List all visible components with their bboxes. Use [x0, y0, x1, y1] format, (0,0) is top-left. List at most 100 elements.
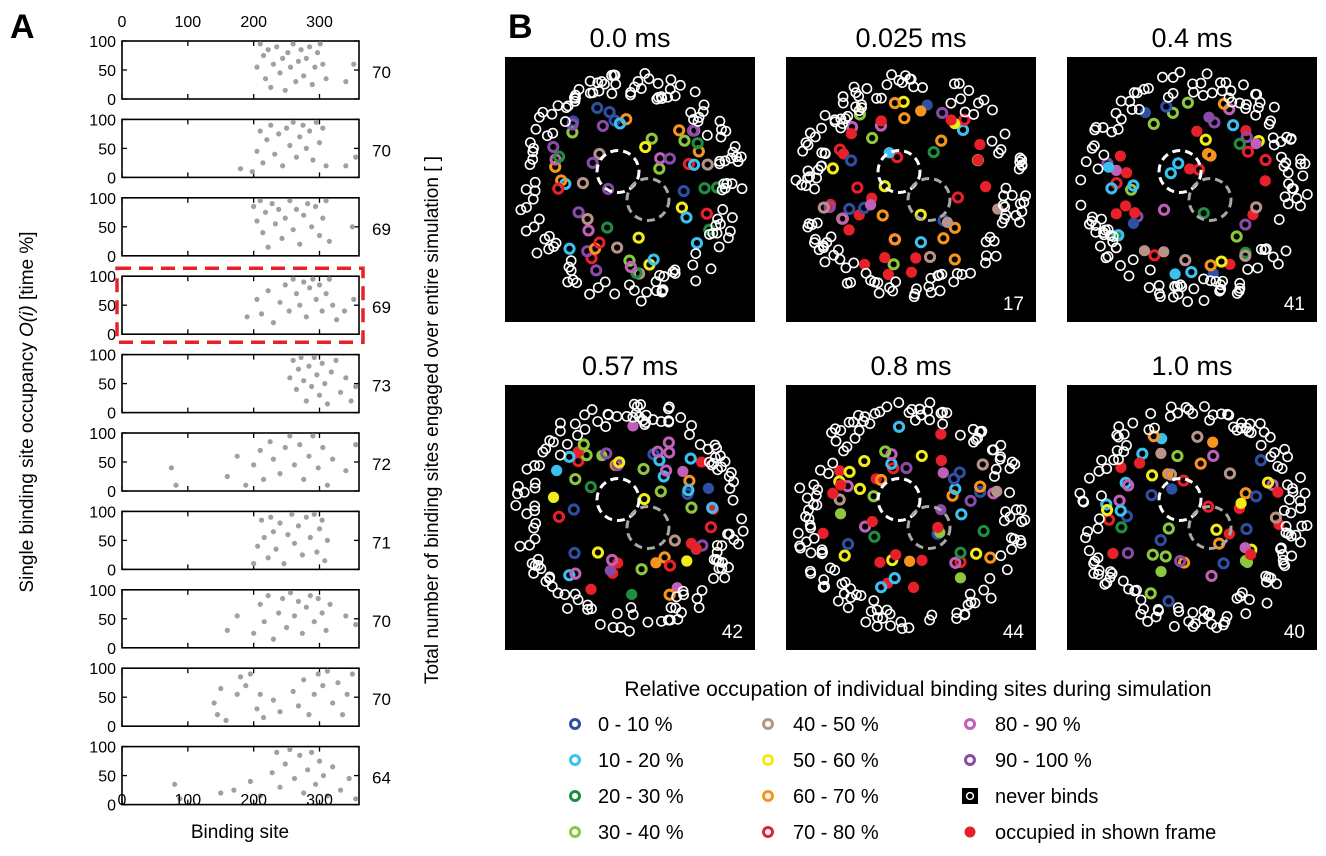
never-binding-site	[893, 397, 905, 408]
data-point	[307, 534, 313, 541]
never-binding-site	[994, 453, 1006, 465]
legend-item-4: 40 - 50 %	[762, 714, 879, 736]
binding-site	[684, 452, 697, 465]
data-point	[272, 151, 278, 157]
never-binding-site	[1138, 83, 1150, 95]
never-binding-site	[1195, 77, 1207, 89]
never-binding-site	[736, 513, 748, 525]
binding-site	[836, 212, 850, 225]
never-binding-site	[809, 233, 821, 245]
data-point	[290, 276, 296, 282]
never-binding-site	[1277, 554, 1289, 566]
legend-item-0: 0 - 10 %	[569, 714, 673, 736]
data-point	[307, 128, 313, 134]
data-point	[172, 781, 178, 787]
never-binding-site	[716, 540, 728, 552]
data-point	[324, 668, 330, 674]
never-binding-site	[559, 589, 571, 600]
data-point	[223, 717, 229, 724]
never-binding-site	[1143, 424, 1155, 436]
never-binding-site	[816, 122, 827, 134]
data-point	[260, 160, 266, 166]
never-binding-site	[1240, 103, 1251, 114]
data-point	[276, 206, 282, 212]
data-point	[314, 549, 320, 555]
binding-site	[584, 480, 597, 494]
never-binding-site	[1172, 280, 1183, 292]
data-point	[293, 206, 300, 212]
never-binding-site	[728, 476, 740, 488]
data-point	[234, 453, 240, 459]
data-point	[280, 55, 286, 62]
never-binding-site	[1294, 495, 1306, 507]
data-point	[287, 375, 293, 381]
occupied-site	[972, 154, 984, 166]
never-binding-site	[1221, 611, 1233, 622]
data-point	[341, 308, 348, 314]
binding-site	[1112, 229, 1125, 242]
subplot-3: 0 50 100 69	[89, 191, 391, 266]
data-point	[295, 366, 302, 372]
never-binding-site	[1260, 243, 1272, 255]
occupied-site	[547, 491, 560, 503]
data-point	[254, 148, 260, 154]
frame-time-label: 0.57 ms	[582, 351, 678, 381]
data-point	[303, 55, 309, 62]
never-binding-site	[639, 67, 651, 79]
never-binding-site	[690, 275, 702, 287]
never-binding-site	[554, 449, 566, 461]
never-binding-site	[808, 532, 820, 544]
never-binding-site	[510, 500, 522, 511]
binding-site	[675, 201, 689, 214]
never-binding-site	[544, 573, 555, 584]
total-sites-count: 70	[372, 141, 391, 160]
never-binding-site	[1275, 542, 1287, 554]
never-binding-site	[1113, 431, 1124, 443]
occupied-site	[817, 527, 829, 539]
legend: 0 - 10 % 10 - 20 % 20 - 30 % 30 - 40 % 40 - …	[569, 714, 1216, 844]
binding-site	[1239, 487, 1252, 500]
never-binding-site	[802, 172, 814, 184]
subplot-2: 0 50 100 70	[89, 112, 391, 187]
y-tick-label: 0	[107, 641, 116, 658]
total-sites-count: 69	[372, 220, 391, 239]
binding-site	[875, 473, 888, 487]
never-binding-site	[999, 201, 1011, 213]
never-binding-site	[717, 204, 729, 215]
data-point	[262, 209, 269, 215]
never-binding-site	[998, 515, 1010, 527]
occupied-site	[910, 252, 922, 264]
never-binding-site	[1014, 152, 1026, 164]
never-binding-site	[948, 78, 960, 90]
data-point	[260, 52, 267, 59]
binding-site	[1239, 249, 1252, 262]
never-binding-site	[1101, 463, 1113, 475]
never-binding-site	[569, 588, 581, 600]
binding-site	[1197, 207, 1210, 220]
data-point	[310, 433, 316, 439]
never-binding-site	[528, 522, 540, 534]
binding-site	[552, 510, 566, 523]
data-point	[324, 482, 330, 488]
never-binding-site	[865, 605, 877, 617]
never-binding-site	[800, 137, 812, 149]
data-point	[261, 619, 267, 625]
binding-site	[563, 242, 576, 255]
never-binding-site	[725, 152, 737, 164]
never-binding-site	[515, 204, 527, 216]
binding-site	[1164, 167, 1177, 180]
never-binding-site	[1285, 530, 1297, 542]
panel-a-letter: A	[10, 8, 35, 46]
data-point	[330, 764, 336, 770]
never-binding-site	[1297, 170, 1309, 182]
data-point	[237, 166, 244, 172]
panel-a-scatter-stack: 0 100 200 300050100700501007005010069050100…	[89, 14, 391, 815]
never-binding-site	[818, 574, 830, 586]
never-binding-site	[599, 276, 611, 288]
never-binding-site	[665, 602, 677, 613]
never-binding-site	[811, 217, 823, 229]
binding-site	[1166, 106, 1179, 119]
y-tick-label: 50	[98, 690, 116, 707]
binding-site	[949, 556, 962, 569]
never-binding-site	[1093, 564, 1105, 576]
